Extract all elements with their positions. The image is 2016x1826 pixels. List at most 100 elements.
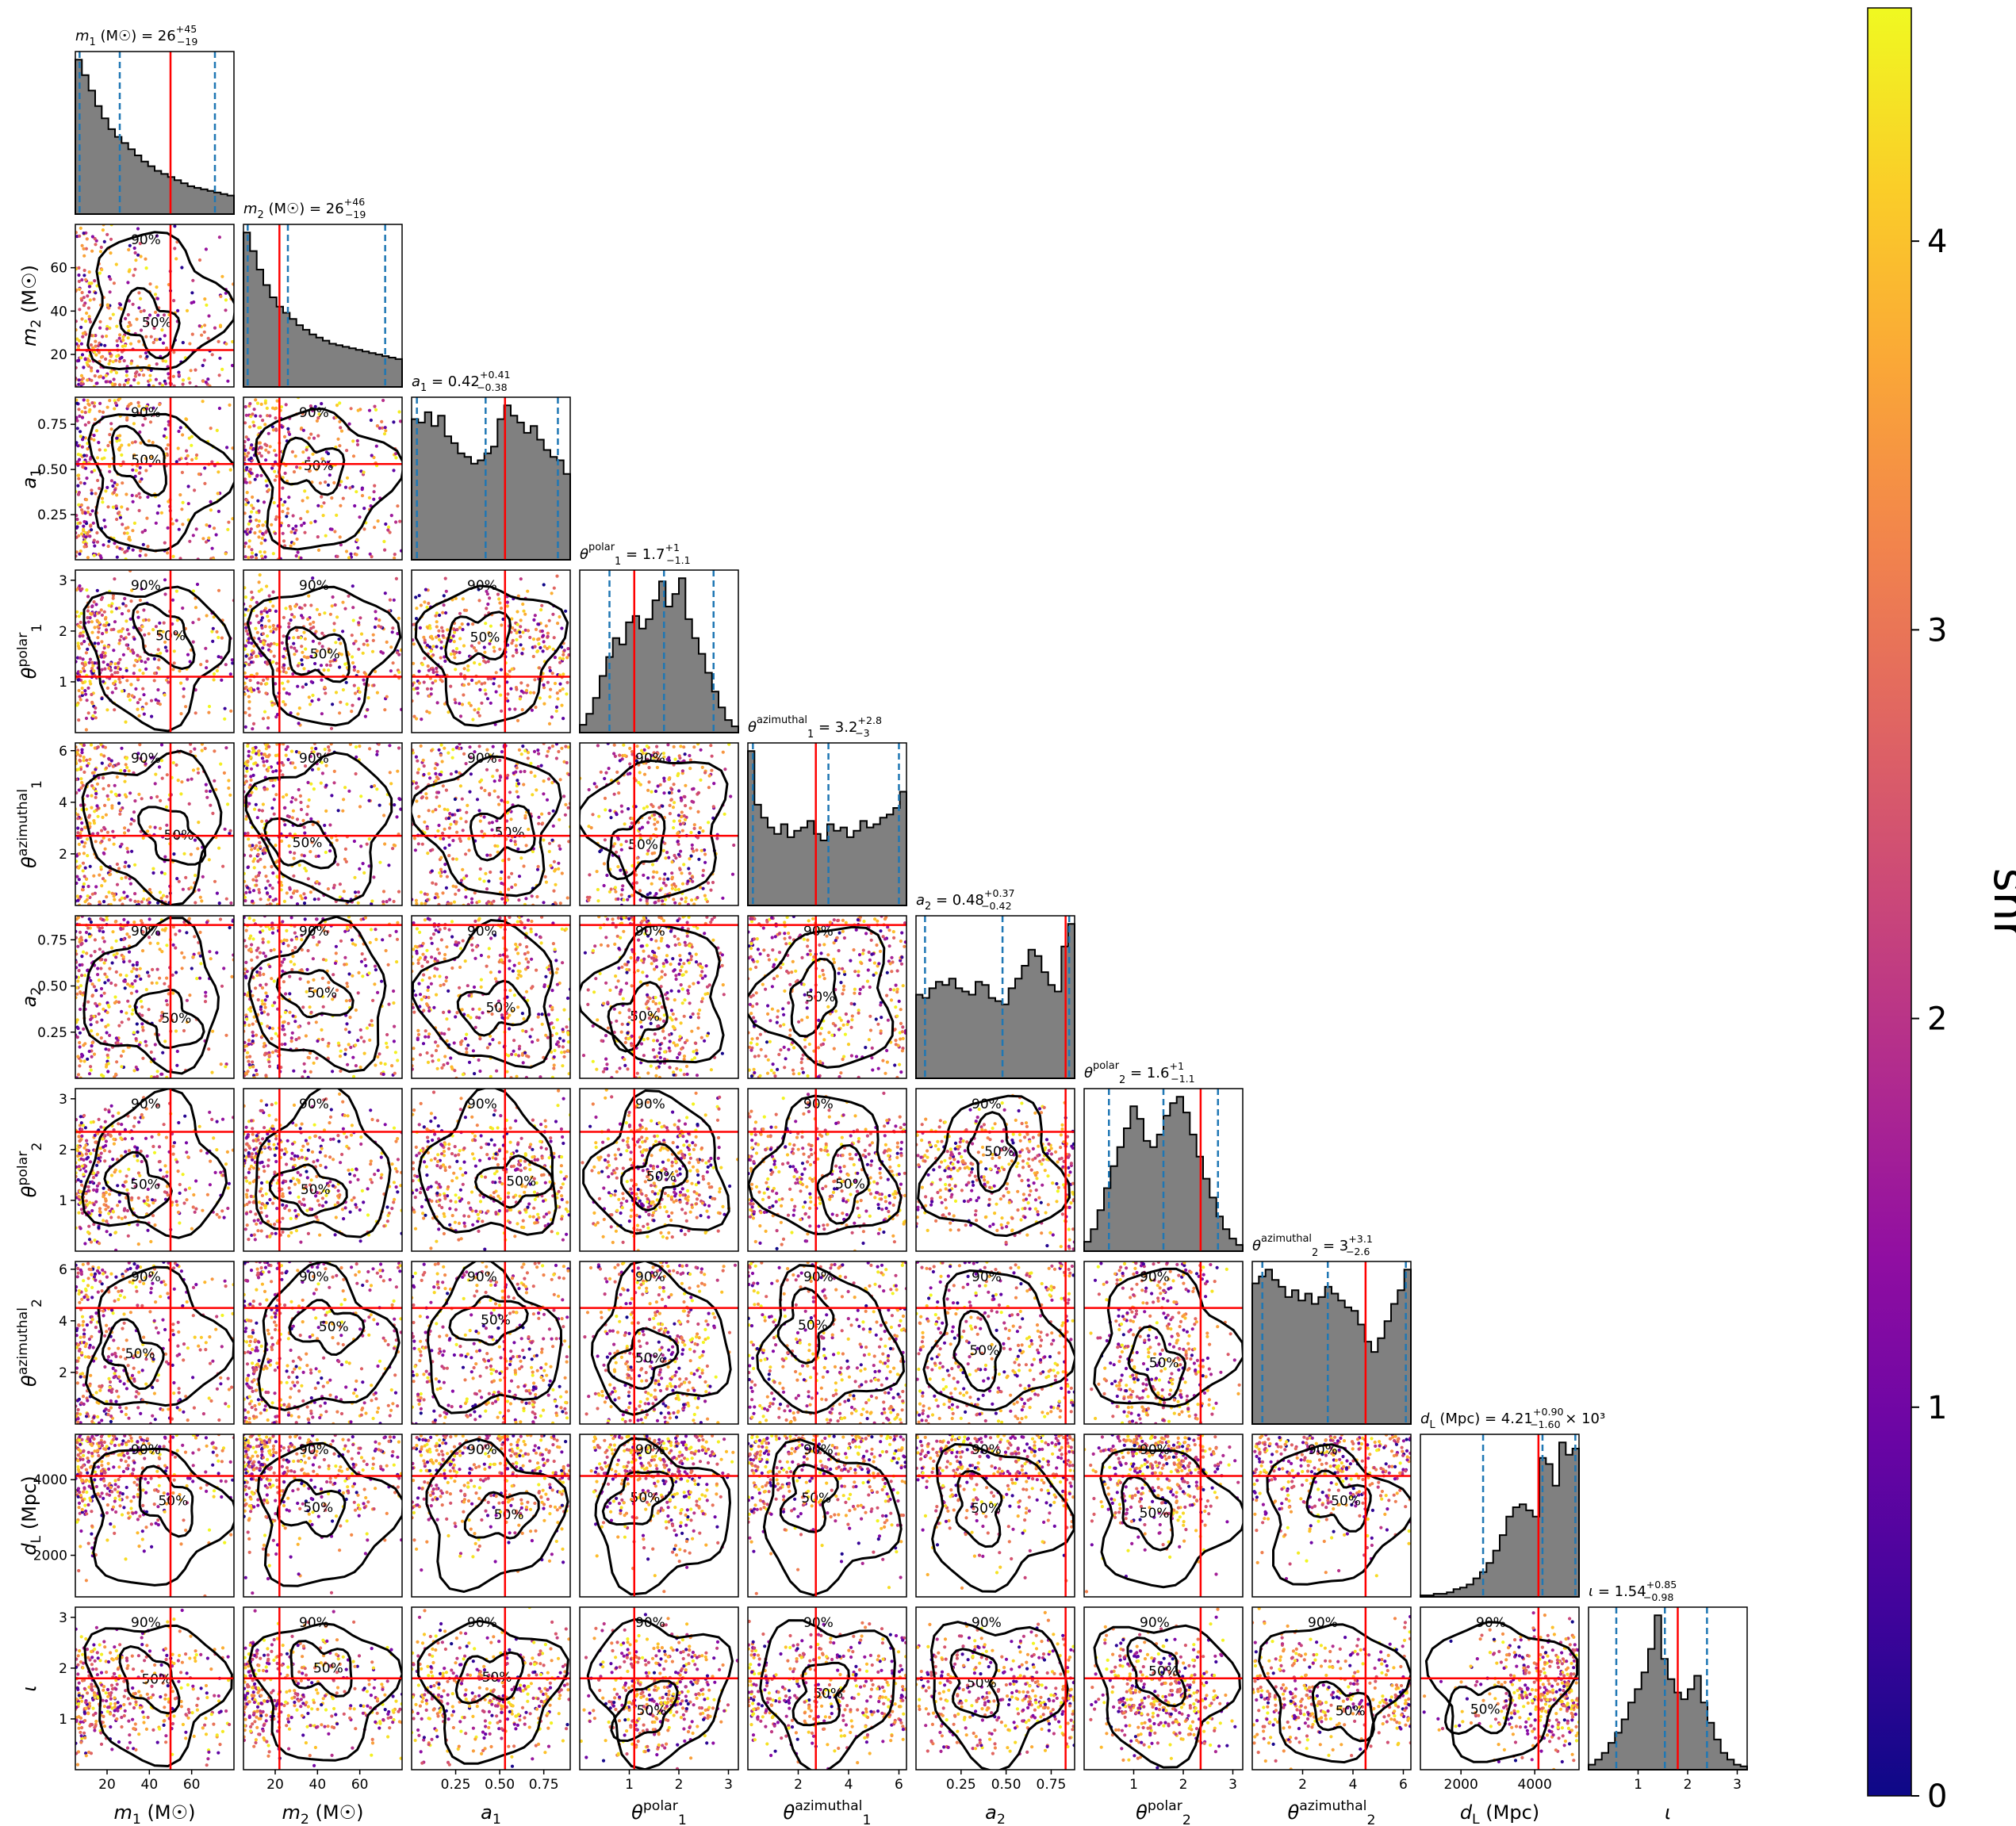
- scatter-point: [266, 769, 270, 773]
- scatter-point: [120, 842, 124, 846]
- scatter-point: [106, 505, 110, 509]
- scatter-point: [114, 939, 118, 943]
- scatter-point: [75, 526, 79, 530]
- scatter-point: [268, 927, 272, 931]
- scatter-point: [560, 703, 564, 707]
- scatter-point: [193, 935, 197, 939]
- scatter-point: [329, 743, 333, 746]
- scatter-point: [250, 848, 254, 852]
- scatter-point: [529, 771, 533, 775]
- scatter-point: [522, 783, 526, 787]
- scatter-point: [130, 982, 134, 986]
- scatter-point: [453, 698, 457, 702]
- scatter-point: [96, 745, 100, 749]
- scatter-point: [566, 745, 570, 749]
- scatter-point: [165, 976, 169, 980]
- scatter-point: [122, 383, 126, 387]
- scatter-point: [466, 803, 470, 808]
- scatter-point: [223, 827, 227, 831]
- scatter-point: [616, 781, 621, 786]
- scatter-point: [520, 708, 524, 712]
- scatter-point: [680, 769, 685, 773]
- y-tick-label: 20: [50, 347, 67, 363]
- scatter-point: [163, 334, 167, 338]
- scatter-point: [92, 297, 96, 301]
- scatter-point: [124, 720, 128, 724]
- scatter-point: [140, 707, 144, 711]
- scatter-point: [274, 753, 278, 758]
- scatter-point: [491, 745, 495, 748]
- scatter-point: [79, 759, 82, 763]
- scatter-point: [90, 1041, 94, 1045]
- scatter-point: [252, 408, 256, 412]
- scatter-point: [472, 646, 477, 650]
- scatter-point: [77, 688, 81, 693]
- scatter-point: [319, 781, 323, 785]
- scatter-point: [243, 644, 247, 648]
- scatter-point: [135, 1022, 139, 1026]
- scatter-point: [670, 871, 674, 875]
- scatter-point: [289, 1036, 293, 1040]
- scatter-point: [81, 885, 86, 889]
- scatter-point: [158, 976, 162, 980]
- scatter-point: [381, 902, 385, 905]
- scatter-point: [85, 237, 89, 241]
- scatter-point: [293, 931, 297, 935]
- scatter-point: [120, 689, 125, 693]
- scatter-point: [97, 630, 101, 634]
- scatter-point: [619, 868, 623, 872]
- scatter-point: [696, 743, 700, 746]
- scatter-point: [260, 536, 264, 541]
- scatter-point: [79, 777, 83, 781]
- scatter-point: [515, 687, 519, 691]
- scatter-point: [515, 631, 519, 635]
- scatter-point: [535, 649, 539, 654]
- scatter-point: [103, 343, 107, 347]
- scatter-point: [314, 1020, 318, 1024]
- scatter-point: [292, 615, 297, 619]
- scatter-point: [137, 792, 141, 797]
- scatter-point: [133, 440, 137, 444]
- scatter-point: [118, 546, 122, 550]
- panel-frame: [411, 742, 571, 906]
- scatter-point: [365, 842, 369, 846]
- scatter-point: [247, 1062, 251, 1066]
- scatter-point: [286, 757, 290, 762]
- scatter-point: [638, 771, 642, 775]
- scatter-point: [83, 511, 87, 515]
- scatter-point: [78, 963, 82, 967]
- scatter-point: [357, 647, 361, 651]
- scatter-point: [114, 504, 118, 508]
- scatter-point: [327, 647, 331, 651]
- scatter-point: [672, 819, 676, 823]
- scatter-point: [197, 258, 202, 262]
- scatter-point: [118, 303, 123, 307]
- scatter-point: [535, 894, 539, 899]
- scatter-point: [303, 489, 307, 493]
- scatter-point: [268, 414, 272, 418]
- scatter-point: [94, 706, 98, 710]
- scatter-point: [280, 839, 284, 843]
- scatter-point: [222, 771, 226, 775]
- scatter-point: [531, 793, 535, 797]
- scatter-point: [82, 1027, 86, 1031]
- scatter-point: [227, 779, 231, 783]
- scatter-point: [151, 340, 155, 345]
- scatter-point: [656, 752, 660, 756]
- scatter-point: [688, 857, 692, 861]
- scatter-point: [441, 611, 445, 614]
- scatter-point: [424, 588, 428, 591]
- scatter-point: [565, 656, 569, 660]
- scatter-point: [217, 509, 220, 514]
- scatter-point: [384, 429, 388, 433]
- contour-90: [246, 585, 402, 727]
- scatter-point: [699, 848, 703, 852]
- scatter-point: [90, 612, 94, 616]
- scatter-point: [701, 829, 705, 833]
- scatter-point: [356, 687, 361, 691]
- scatter-point: [274, 416, 278, 420]
- scatter-point: [296, 712, 300, 716]
- scatter-point: [187, 802, 191, 806]
- scatter-point: [342, 890, 346, 894]
